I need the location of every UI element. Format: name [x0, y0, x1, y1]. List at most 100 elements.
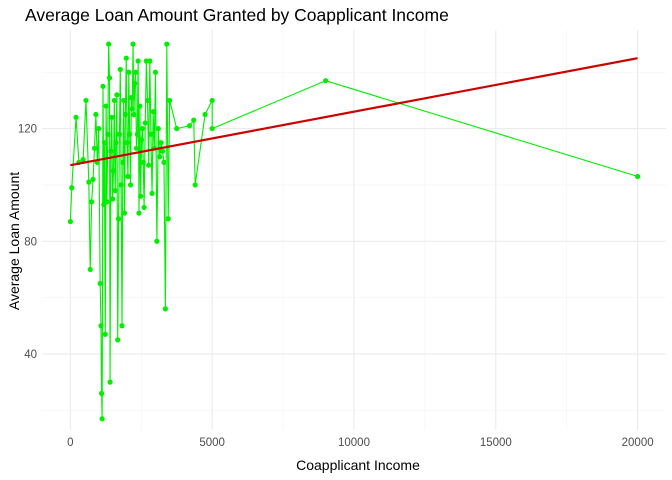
data-point — [192, 182, 198, 188]
data-point — [83, 97, 89, 104]
data-point — [124, 140, 130, 146]
data-point — [109, 114, 115, 120]
y-tick-label: 120 — [18, 124, 37, 136]
data-point — [115, 337, 121, 343]
x-tick-label: 5000 — [199, 437, 225, 449]
data-point — [131, 111, 137, 118]
data-point — [165, 216, 171, 222]
data-point — [209, 125, 215, 132]
data-point — [67, 218, 73, 225]
data-point — [134, 131, 140, 137]
x-tick-label: 10000 — [338, 437, 370, 449]
data-point — [103, 103, 109, 109]
data-point — [91, 145, 98, 151]
data-point — [138, 193, 144, 199]
data-point — [100, 83, 106, 89]
data-point — [106, 75, 113, 81]
data-point — [98, 323, 104, 329]
data-point — [127, 131, 133, 137]
data-point — [186, 123, 193, 129]
data-point — [158, 140, 164, 146]
x-axis-title: Coapplicant Income — [296, 457, 420, 473]
data-point — [102, 331, 108, 337]
data-point — [635, 173, 641, 180]
data-point — [119, 323, 125, 329]
data-point — [126, 69, 132, 75]
data-point — [122, 111, 128, 118]
data-point — [121, 210, 128, 216]
data-point — [99, 416, 105, 422]
chart-title: Average Loan Amount Granted by Coapplica… — [25, 5, 449, 25]
data-point — [155, 125, 161, 132]
data-point — [138, 137, 145, 143]
data-point — [323, 78, 329, 84]
data-point — [125, 173, 131, 180]
data-point — [159, 148, 166, 154]
data-point — [104, 199, 110, 205]
data-point — [110, 168, 117, 174]
data-point — [90, 176, 96, 182]
data-point — [161, 159, 167, 165]
data-point — [118, 182, 124, 188]
data-point — [133, 69, 139, 75]
data-point — [191, 117, 197, 123]
data-point — [107, 379, 113, 385]
grid-major — [42, 30, 666, 430]
data-point — [146, 162, 152, 168]
data-point — [162, 306, 168, 312]
data-point — [142, 120, 148, 126]
data-point — [108, 148, 114, 154]
y-tick-label: 40 — [24, 349, 37, 361]
data-point — [167, 97, 173, 104]
data-point — [111, 97, 117, 104]
data-point — [209, 97, 215, 104]
data-point — [113, 140, 119, 146]
data-point — [110, 196, 116, 202]
data-point — [116, 131, 123, 137]
x-tick-label: 20000 — [622, 437, 654, 449]
data-point — [133, 145, 140, 151]
y-axis-title: Average Loan Amount — [6, 172, 22, 310]
data-point — [140, 159, 146, 165]
data-point — [106, 41, 112, 47]
data-point — [128, 95, 134, 101]
x-axis-ticks: 0 5000 10000 15000 20000 — [67, 437, 653, 449]
data-point — [202, 111, 208, 118]
data-point — [132, 80, 138, 87]
trend-line — [70, 57, 638, 167]
data-point — [117, 66, 123, 73]
data-point — [86, 179, 92, 185]
data-point — [152, 69, 159, 75]
data-point — [112, 187, 118, 194]
data-point — [136, 210, 142, 216]
y-axis-ticks: 40 80 120 — [18, 124, 37, 361]
data-point — [101, 140, 107, 146]
data-point — [148, 131, 154, 137]
data-point — [141, 204, 147, 211]
data-point — [144, 97, 151, 104]
data-point — [115, 216, 122, 222]
data-point — [129, 106, 135, 112]
data-point — [137, 103, 143, 109]
data-point — [147, 58, 153, 64]
data-point — [120, 159, 126, 165]
data-point — [73, 114, 79, 120]
x-tick-label: 0 — [67, 437, 73, 449]
data-point — [89, 199, 95, 205]
data-point — [139, 125, 146, 132]
data-point — [123, 55, 129, 61]
data-point — [87, 266, 93, 273]
data-point — [135, 58, 141, 64]
data-point — [130, 41, 136, 47]
data-point — [69, 185, 75, 191]
data-point — [80, 156, 86, 163]
x-tick-label: 15000 — [480, 437, 512, 449]
y-tick-label: 80 — [24, 236, 37, 248]
data-point — [114, 92, 120, 98]
data-point — [105, 131, 111, 137]
data-point — [150, 109, 156, 115]
data-point — [157, 154, 163, 160]
data-point — [149, 190, 155, 196]
data-point — [164, 41, 170, 47]
